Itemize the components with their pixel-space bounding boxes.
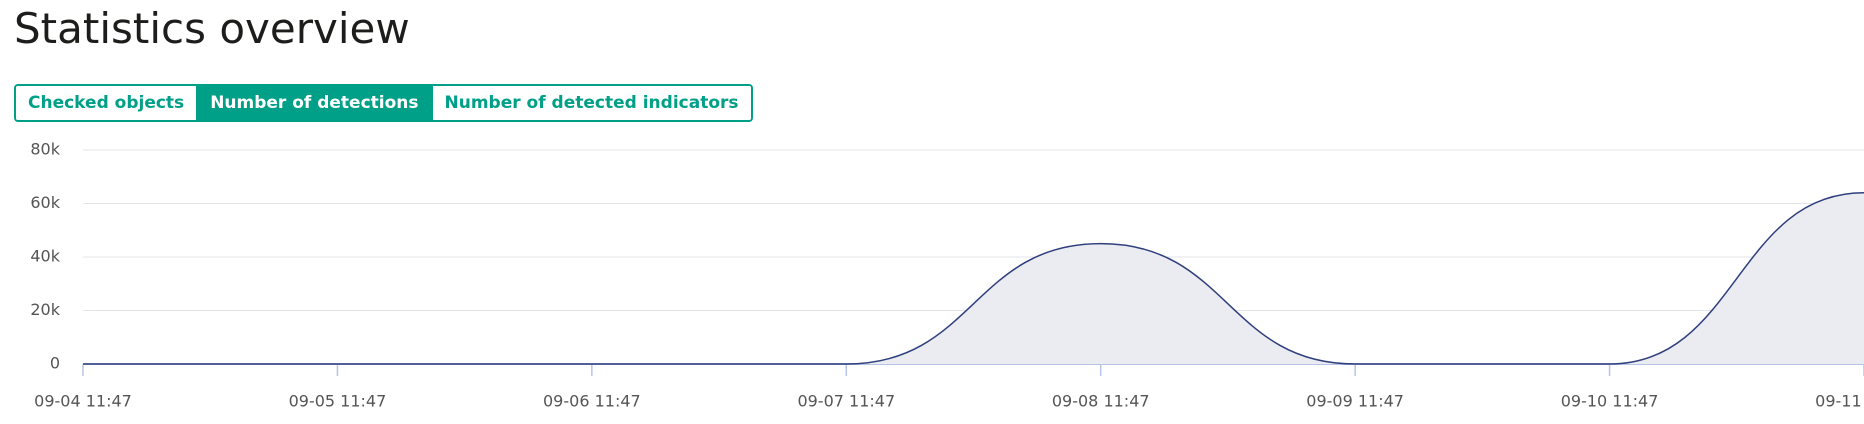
y-tick-label: 0 (50, 354, 60, 373)
y-tick-label: 80k (30, 140, 60, 159)
x-tick-label: 09-05 11:47 (289, 392, 387, 411)
x-tick-label: 09-09 11:47 (1306, 392, 1404, 411)
x-tick-label: 09-08 11:47 (1052, 392, 1150, 411)
chart: 0 20k 40k 60k 80k 09-04 11:47 09-05 11:47 09-06… (30, 140, 1864, 411)
page-title: Statistics overview (14, 4, 410, 53)
x-tick-label: 09-07 11:47 (797, 392, 895, 411)
area-fill (83, 192, 1864, 364)
x-tick-label: 09-11 11:47 (1815, 392, 1864, 411)
y-tick-label: 60k (30, 193, 60, 212)
x-tick-label: 09-04 11:47 (34, 392, 132, 411)
tab[interactable]: Checked objects (16, 86, 199, 120)
x-tick-label: 09-06 11:47 (543, 392, 641, 411)
y-tick-label: 40k (30, 247, 60, 266)
line (83, 192, 1864, 365)
x-tick-label: 09-10 11:47 (1561, 392, 1659, 411)
tab[interactable]: Number of detections (198, 86, 433, 120)
tab-bar: Checked objects Number of detections Numbe… (14, 84, 753, 122)
y-tick-label: 20k (30, 300, 60, 319)
tab[interactable]: Number of detected indicators (432, 86, 751, 120)
